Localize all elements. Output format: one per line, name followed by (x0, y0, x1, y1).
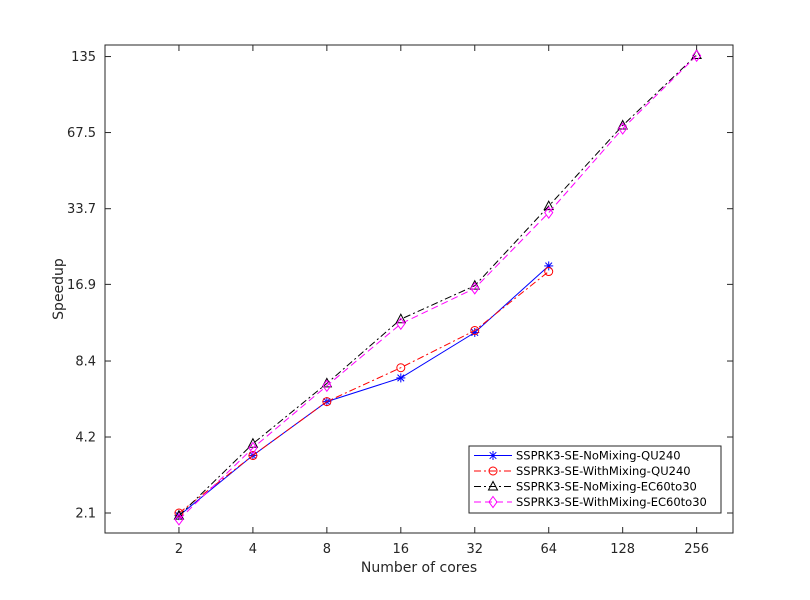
data-point-diamond (618, 122, 628, 135)
series-layer (173, 48, 702, 526)
data-point-circle (396, 363, 406, 373)
data-point-triangle (487, 480, 499, 491)
x-tick-label: 128 (610, 542, 635, 557)
data-point-diamond (174, 513, 184, 526)
data-point-diamond (692, 49, 702, 63)
legend-label: SSPRK3-SE-WithMixing-EC60to30 (516, 495, 707, 509)
x-tick-label: 8 (323, 542, 331, 557)
data-point-circle (470, 325, 480, 335)
ticks-layer: 2 4 8 16 32 64 128 256 2.1 4.2 8.4 16.9 33.7 67.5 135 (67, 45, 733, 557)
x-tick-label: 256 (684, 542, 709, 557)
x-tick-label: 32 (466, 542, 483, 557)
y-tick-label: 33.7 (67, 202, 96, 217)
legend: SSPRK3-SE-NoMixing-QU240SSPRK3-SE-WithMi… (468, 445, 722, 514)
series-line (178, 55, 697, 520)
y-tick-label: 4.2 (75, 431, 96, 446)
data-point-diamond (322, 379, 332, 393)
data-point-triangle (543, 200, 555, 211)
legend-item: SSPRK3-SE-WithMixing-EC60to30 (474, 495, 707, 509)
y-tick-label: 8.4 (75, 355, 96, 370)
y-tick-label: 2.1 (75, 507, 96, 522)
legend-label: SSPRK3-SE-WithMixing-QU240 (516, 464, 691, 478)
x-tick-label: 2 (175, 542, 183, 557)
plot-frame (104, 44, 734, 534)
y-tick-label: 67.5 (67, 126, 96, 141)
y-tick-label: 135 (71, 50, 96, 65)
data-point-triangle (691, 48, 702, 59)
series-2 (174, 267, 554, 518)
x-tick-label: 16 (393, 542, 410, 557)
data-point-asterisk (470, 327, 480, 337)
data-point-asterisk (396, 373, 406, 383)
data-point-diamond (396, 317, 406, 331)
data-point-diamond (544, 206, 554, 220)
legend-item: SSPRK3-SE-NoMixing-EC60to30 (474, 480, 697, 494)
legend-item: SSPRK3-SE-NoMixing-QU240 (474, 449, 681, 463)
data-point-circle (322, 397, 332, 407)
series-line (178, 271, 550, 514)
legend-label: SSPRK3-SE-NoMixing-QU240 (516, 449, 681, 463)
legend-label: SSPRK3-SE-NoMixing-EC60to30 (516, 480, 697, 494)
data-point-circle (488, 466, 498, 476)
y-axis-label: Speedup (51, 258, 67, 320)
data-point-diamond (488, 495, 498, 509)
data-point-triangle (469, 279, 481, 290)
data-point-triangle (395, 313, 407, 324)
legend-item: SSPRK3-SE-WithMixing-QU240 (474, 464, 691, 478)
x-axis-label: Number of cores (361, 560, 477, 576)
data-point-circle (174, 508, 184, 518)
y-tick-label: 16.9 (67, 278, 96, 293)
data-point-asterisk (488, 451, 498, 460)
data-point-triangle (247, 437, 259, 448)
data-point-circle (248, 450, 258, 460)
data-point-circle (544, 267, 554, 277)
series-4 (174, 49, 702, 526)
x-tick-label: 64 (540, 542, 557, 557)
x-tick-label: 4 (249, 542, 257, 557)
data-point-diamond (248, 441, 258, 455)
data-point-diamond (470, 281, 480, 295)
